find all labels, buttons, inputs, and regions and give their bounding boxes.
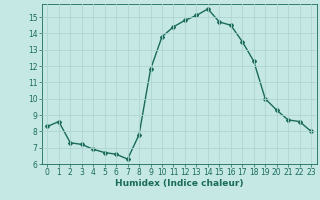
X-axis label: Humidex (Indice chaleur): Humidex (Indice chaleur): [115, 179, 244, 188]
